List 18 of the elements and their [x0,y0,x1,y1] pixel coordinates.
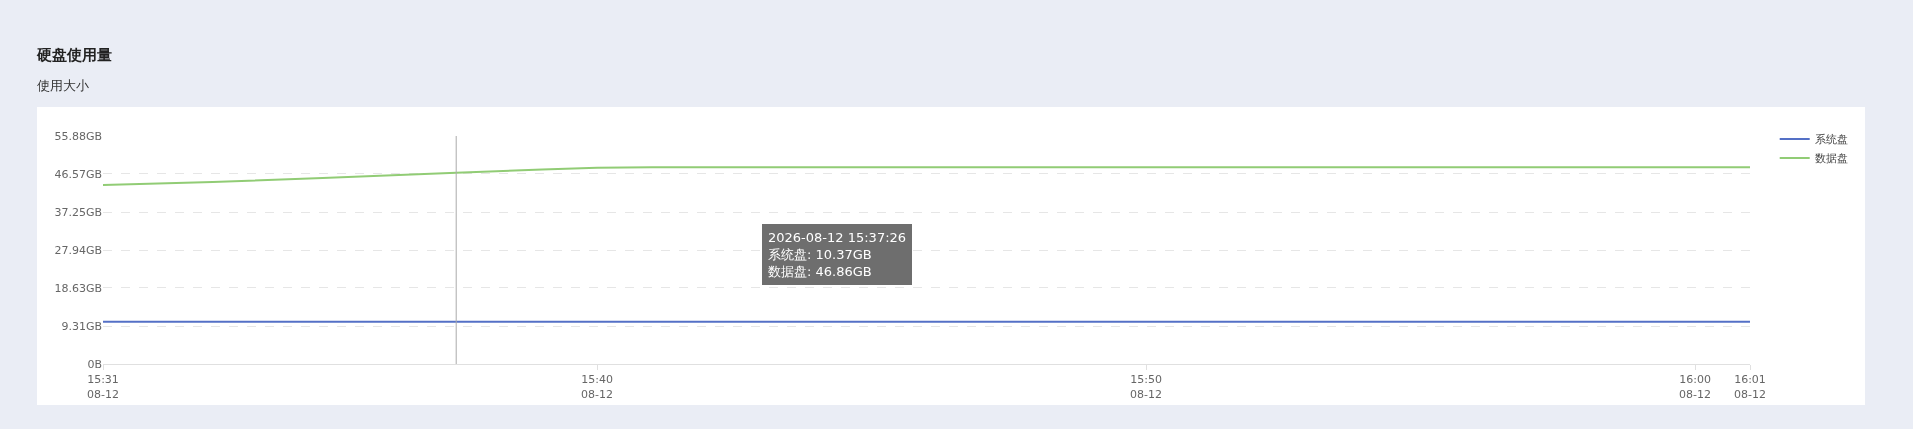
chart-title: 硬盘使用量 [37,46,112,65]
y-tick-label: 46.57GB [54,167,102,181]
x-tick-label: 16:01 08-12 [1734,373,1766,401]
x-tick-label: 15:31 08-12 [87,373,119,401]
y-tick-label: 18.63GB [54,281,102,295]
y-tick-label: 0B [87,357,102,371]
x-tick-label: 15:40 08-12 [581,373,614,401]
y-tick-label: 27.94GB [54,243,102,257]
x-tick-label: 16:00 08-12 [1679,373,1712,401]
y-tick-label: 37.25GB [54,205,102,219]
legend-label: 数据盘 [1814,152,1848,166]
legend-label: 系统盘 [1814,133,1848,147]
line-series [103,166,1750,186]
x-tick-label: 15:50 08-12 [1130,373,1163,401]
annotation: 2026-08-12 15:37:26 系统盘: 10.37GB 数据盘: 46.86GB [768,230,907,279]
chart-subtitle: 使用大小 [37,77,89,95]
y-tick-label: 55.88GB [54,129,102,143]
y-tick-label: 9.31GB [61,319,102,333]
